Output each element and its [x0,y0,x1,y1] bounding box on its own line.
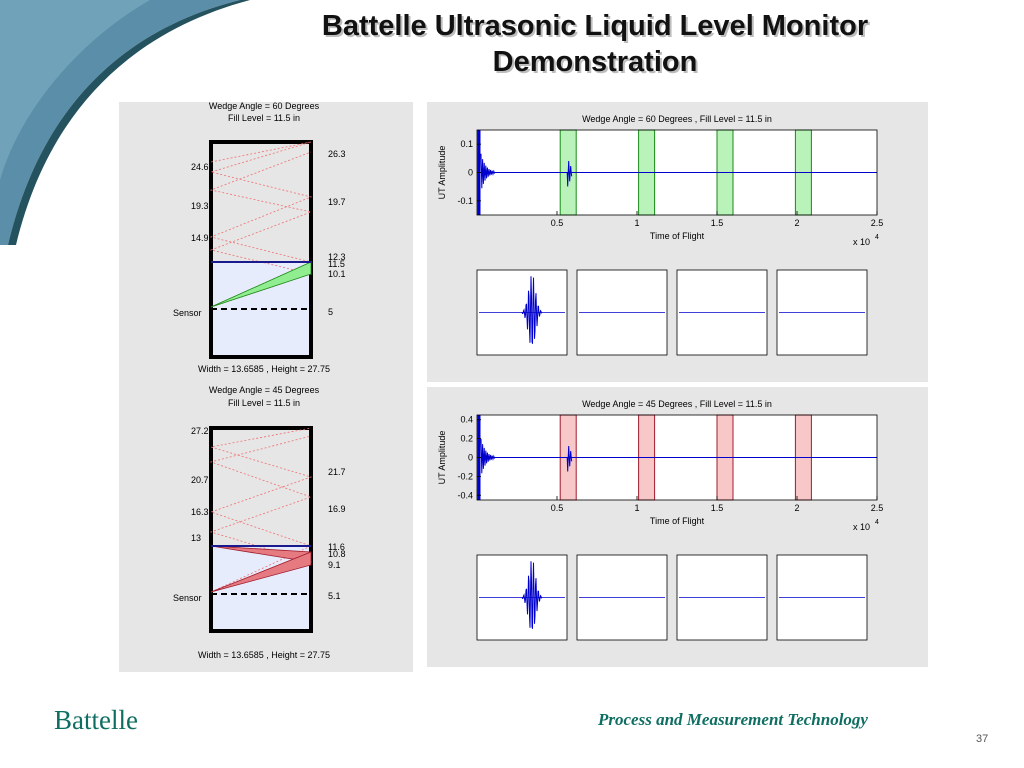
ut-chart-panel-60: 0.5 1 1.5 2 2.5 0.1 0 -0.1 Wedge Angle = 60 Degr… [427,102,928,382]
x-tick-label-1: 0.5 [551,503,564,513]
x-tick-label-2: 1 [634,503,639,513]
tank-2-sensor-label: Sensor [173,593,202,603]
tank-1-right-label-6: 5 [328,307,333,317]
initial-pulse-burst [480,153,496,189]
y-tick-label-4: -0.2 [457,471,473,481]
tank-2-ray-paths [209,427,313,593]
tank-1-right-label-3: 12.3 [328,252,346,262]
tank-2-title-1: Wedge Angle = 45 Degrees [209,385,320,395]
tank-2-right-label-2: 16.9 [328,504,346,514]
footer-tagline: Process and Measurement Technology [598,710,868,729]
tank-diagrams: Wedge Angle = 60 Degrees Fill Level = 11… [173,101,346,660]
tank-1-wedge-beam [210,261,312,308]
x-tick-label-4: 2 [794,503,799,513]
tank-1-left-label-3: 14.9 [191,233,209,243]
y-axis-label: UT Amplitude [437,431,447,485]
y-axis-label: UT Amplitude [437,146,447,200]
title-line-2: Demonstration [492,46,698,78]
x-tick-label-1: 0.5 [551,218,564,228]
tank-1-left-label-1: 24.6 [191,162,209,172]
x-exponent-label: x 10 [853,237,870,247]
tank-1-left-label-2: 19.3 [191,201,209,211]
tank-1-right-label-4: 11.5 [328,259,345,269]
echo-signal-1 [566,160,573,187]
tank-2-right-label-4: 10.8 [328,549,346,559]
tank-2-right-label-5: 9.1 [328,560,341,570]
x-exponent-label: x 10 [853,522,870,532]
battelle-logo: Battelle [54,705,138,735]
y-tick-label-2: 0.2 [460,434,473,444]
tank-2-title-2: Fill Level = 11.5 in [228,398,300,408]
tank-2-footer: Width = 13.6585 , Height = 27.75 [198,650,330,660]
tank-diagram-panel: Wedge Angle = 60 Degrees Fill Level = 11… [119,101,413,672]
tank-2-left-label-3: 16.3 [191,507,209,517]
y-tick-label-3: -0.1 [457,196,473,206]
initial-pulse-burst [480,438,496,474]
tank-2-wall [209,426,313,633]
tank-1-right-label-5: 10.1 [328,269,346,279]
x-axis-label: Time of Flight [650,516,705,526]
x-tick-label-5: 2.5 [871,503,884,513]
sub-plot-1-echo [521,276,543,344]
tank-1-right-label-2: 19.7 [328,197,346,207]
title-line-1: Battelle Ultrasonic Liquid Level Monitor [321,10,869,42]
ut-amplitude-chart-45: 0.5 1 1.5 2 2.5 0.4 0.2 0 -0.2 -0.4 Wedge Angle = … [437,399,884,641]
y-tick-label-2: 0 [468,168,473,178]
x-tick-label-3: 1.5 [711,218,724,228]
x-tick-label-5: 2.5 [871,218,884,228]
ut-amplitude-chart-60: 0.5 1 1.5 2 2.5 0.1 0 -0.1 Wedge Angle = 60 Degr… [437,114,884,356]
chart-title: Wedge Angle = 45 Degrees , Fill Level = … [582,399,772,409]
x-exponent-power: 4 [875,234,879,241]
tank-2-right-label-1: 21.7 [328,467,346,477]
ut-chart-panel-45: 0.5 1 1.5 2 2.5 0.4 0.2 0 -0.2 -0.4 Wedge Angle = … [427,387,928,667]
y-tick-label-1: 0.4 [460,415,473,425]
tank-1-title-2: Fill Level = 11.5 in [228,113,300,123]
sub-plot-1-echo [521,561,543,629]
x-exponent-power: 4 [875,519,879,526]
tank-2-left-label-1: 27.2 [191,426,209,436]
y-tick-label-3: 0 [468,453,473,463]
y-tick-label-5: -0.4 [457,490,473,500]
x-tick-label-4: 2 [794,218,799,228]
x-axis-label: Time of Flight [650,231,705,241]
x-tick-label-3: 1.5 [711,503,724,513]
tank-1-footer: Width = 13.6585 , Height = 27.75 [198,364,330,374]
y-tick-label-1: 0.1 [460,139,473,149]
tank-1: Wedge Angle = 60 Degrees Fill Level = 11… [173,101,346,374]
tank-1-ray-paths [209,141,313,308]
x-tick-label-2: 1 [634,218,639,228]
tank-2-left-label-2: 20.7 [191,475,209,485]
echo-signal-1 [566,445,573,472]
tank-1-right-label-1: 26.3 [328,149,346,159]
slide-title: Battelle Ultrasonic Liquid Level Monitor… [250,8,940,80]
tank-1-wall [209,140,313,359]
tank-2-wedge-beam-lower [210,551,312,593]
tank-1-title-1: Wedge Angle = 60 Degrees [209,102,320,111]
tank-2-right-label-6: 5.1 [328,591,341,601]
tank-2-right-label-3: 11.6 [328,542,345,552]
tank-2: Wedge Angle = 45 Degrees Fill Level = 11… [173,385,346,660]
tank-2-left-label-4: 13 [191,533,201,543]
page-number: 37 [976,733,989,745]
tank-1-sensor-label: Sensor [173,308,202,318]
chart-title: Wedge Angle = 60 Degrees , Fill Level = … [582,114,772,124]
